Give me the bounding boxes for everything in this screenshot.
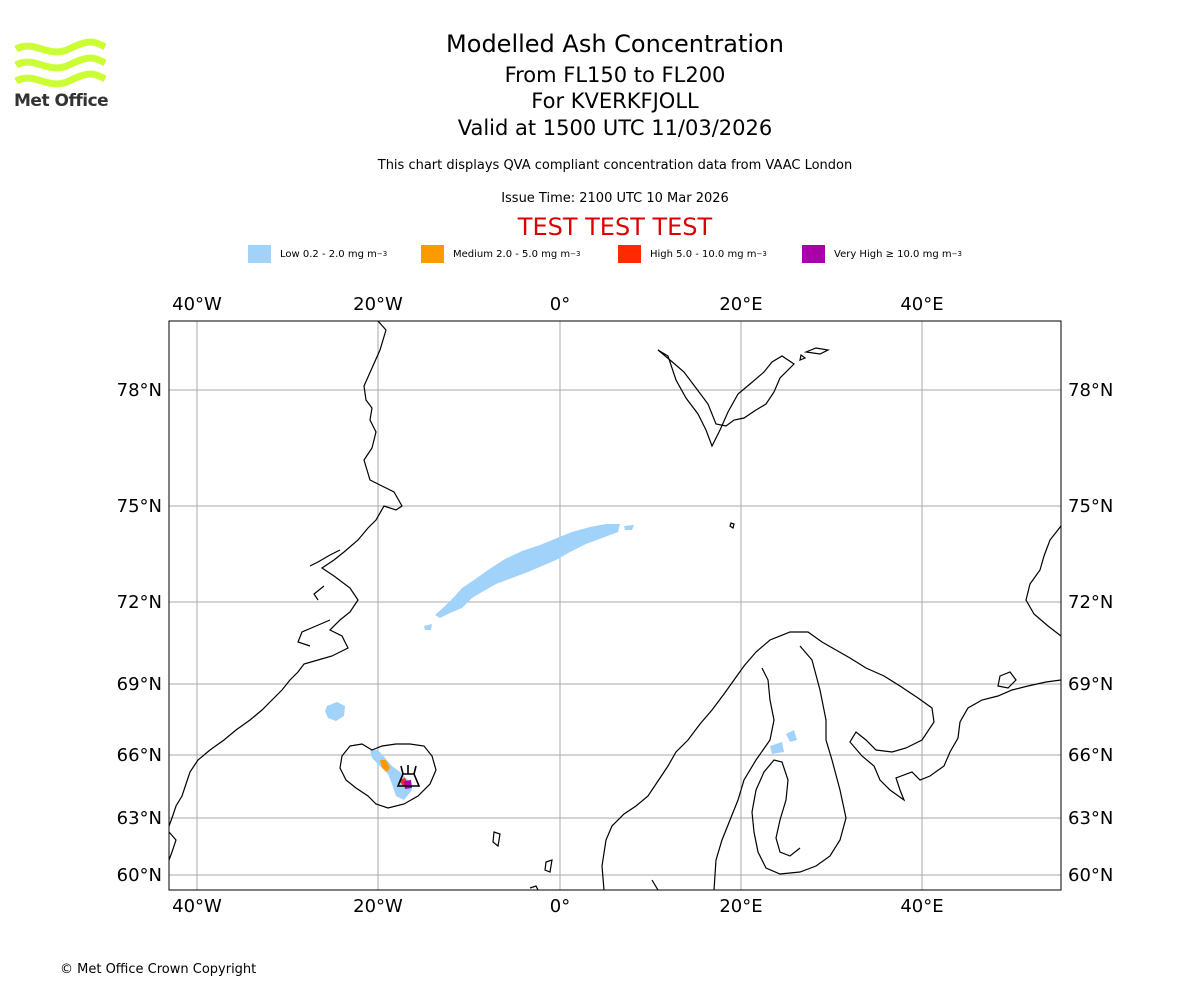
lon-label-bottom: 40°W: [172, 896, 222, 917]
volcano-icon: [396, 765, 421, 787]
lat-label-left: 63°N: [117, 808, 162, 829]
test-banner: TEST TEST TEST: [517, 213, 713, 241]
legend-item-medium: Medium 2.0 - 5.0 mg m −3: [421, 244, 580, 264]
met-office-logo-icon: [14, 38, 106, 88]
coastlines: [169, 321, 1061, 890]
lon-label-bottom: 20°E: [719, 896, 762, 917]
ash-medium-area: [380, 760, 390, 772]
met-office-logo-text: Met Office: [14, 91, 109, 111]
legend-unit-exp: −3: [570, 250, 581, 258]
lat-label-right: 66°N: [1068, 745, 1113, 766]
ash-patch-iceland: [370, 750, 412, 800]
lat-label-right: 75°N: [1068, 496, 1113, 517]
lat-label-right: 72°N: [1068, 592, 1113, 613]
ash-very-high-area: [404, 780, 412, 789]
ash-low-areas: [325, 524, 797, 800]
lat-label-left: 72°N: [117, 592, 162, 613]
lat-label-left: 66°N: [117, 745, 162, 766]
ash-plume-tail: [624, 525, 634, 530]
lon-label-bottom: 20°W: [353, 896, 403, 917]
flight-level-range: From FL150 to FL200: [504, 63, 726, 87]
legend-item-low: Low 0.2 - 2.0 mg m −3: [248, 244, 387, 264]
lon-label-top: 20°E: [719, 294, 762, 315]
lat-label-right: 63°N: [1068, 808, 1113, 829]
legend-swatch-medium: [421, 245, 444, 263]
lon-label-bottom: 0°: [550, 896, 570, 917]
lat-label-left: 78°N: [117, 380, 162, 401]
lat-label-right: 69°N: [1068, 674, 1113, 695]
legend-unit-exp: −3: [951, 250, 962, 258]
chart-subtitle: This chart displays QVA compliant concen…: [377, 158, 853, 173]
lon-label-bottom: 40°E: [900, 896, 943, 917]
legend-label-high: High 5.0 - 10.0 mg m: [650, 248, 757, 260]
legend-swatch-very-high: [802, 245, 825, 263]
lon-label-top: 0°: [550, 294, 570, 315]
ash-patch-sweden: [786, 730, 797, 742]
ash-patch-greenland-sea: [325, 702, 345, 721]
legend-unit-exp: −3: [756, 250, 767, 258]
lat-label-left: 75°N: [117, 496, 162, 517]
map-axes: 40°W 20°W 0° 20°E 40°E 40°W 20°W 0° 20°E…: [117, 294, 1114, 917]
coast-novaya-zemlya: [1025, 525, 1061, 637]
chart-title: Modelled Ash Concentration: [446, 30, 784, 58]
valid-time: Valid at 1500 UTC 11/03/2026: [457, 116, 773, 140]
lon-label-top: 40°E: [900, 294, 943, 315]
lon-label-top: 40°W: [172, 294, 222, 315]
coast-svalbard: [657, 349, 795, 448]
issue-time: Issue Time: 2100 UTC 10 Mar 2026: [501, 191, 729, 206]
legend-label-low: Low 0.2 - 2.0 mg m: [280, 248, 377, 260]
copyright-notice: © Met Office Crown Copyright: [60, 962, 257, 977]
coast-greenland: [169, 321, 403, 827]
legend-item-very-high: Very High ≥ 10.0 mg m −3: [802, 244, 962, 264]
legend-label-very-high: Very High ≥ 10.0 mg m: [834, 248, 952, 260]
coast-iceland: [339, 743, 437, 809]
map-frame: [168, 320, 1062, 891]
lat-label-left: 69°N: [117, 674, 162, 695]
lat-label-right: 60°N: [1068, 865, 1113, 886]
legend-swatch-low: [248, 245, 271, 263]
map-grid: [169, 321, 1061, 890]
lat-label-left: 60°N: [117, 865, 162, 886]
lat-label-right: 78°N: [1068, 380, 1113, 401]
ash-plume-main: [435, 524, 620, 618]
ash-plume-fragment: [424, 624, 432, 630]
ash-patch-sweden-2: [770, 742, 784, 754]
lon-label-top: 20°W: [353, 294, 403, 315]
legend-item-high: High 5.0 - 10.0 mg m −3: [618, 244, 767, 264]
legend-unit-exp: −3: [376, 250, 388, 258]
coast-scandinavia: [601, 631, 1061, 890]
legend-swatch-high: [618, 245, 641, 263]
legend-label-medium: Medium 2.0 - 5.0 mg m: [453, 248, 571, 260]
volcano-name: For KVERKFJOLL: [531, 89, 699, 113]
